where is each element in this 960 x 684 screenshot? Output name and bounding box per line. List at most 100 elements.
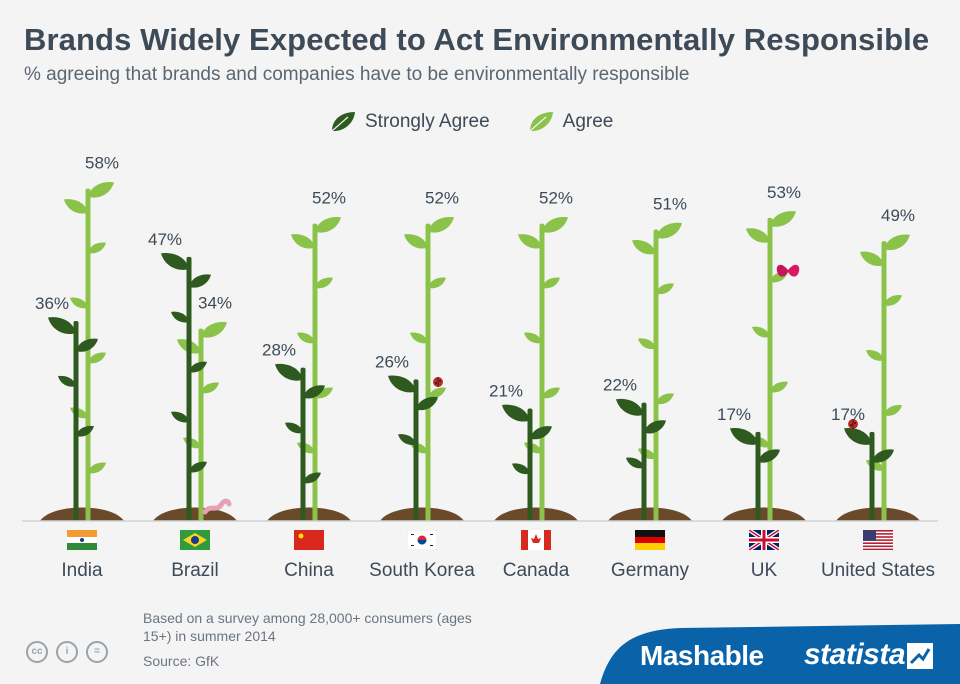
agree-leaf (88, 462, 106, 474)
strongly-agree-leaf-top (616, 398, 644, 416)
agree-leaf (70, 407, 88, 419)
plant-china: 52% 28% (262, 189, 351, 521)
agree-leaf (632, 239, 656, 255)
agree-value-label: 49% (881, 206, 915, 225)
strongly-agree-leaf (171, 411, 189, 423)
soil-mound (608, 507, 692, 521)
agree-leaf (866, 349, 884, 361)
strongly-agree-bar (755, 431, 761, 521)
agree-leaf (884, 404, 902, 416)
agree-bar (539, 223, 545, 521)
strongly-agree-leaf (189, 274, 211, 288)
country-united-states: United States (803, 530, 953, 582)
agree-bar (653, 229, 659, 521)
strongly-agree-leaf-top (730, 428, 758, 445)
soil-mound (722, 507, 806, 521)
agree-leaf (404, 234, 428, 249)
china-flag-icon (294, 530, 324, 550)
strongly-agree-value-label: 17% (831, 405, 865, 424)
soil-mound (494, 507, 578, 521)
country-axis: India Brazil China South Korea Canada Germany… (0, 530, 960, 600)
agree-leaf (752, 326, 770, 338)
country-label: India (61, 560, 103, 581)
strongly-agree-leaf (58, 375, 76, 387)
agree-leaf (638, 448, 656, 460)
strongly-agree-bar (869, 431, 875, 521)
plant-uk: 53% 17% (717, 183, 806, 522)
uk-flag-icon (749, 530, 779, 550)
strongly-agree-bar (300, 367, 306, 521)
strongly-agree-leaf (530, 426, 552, 440)
strongly-agree-bar (641, 402, 647, 521)
agree-value-label: 51% (653, 195, 687, 214)
agree-leaf (518, 234, 542, 249)
agree-leaf (638, 338, 656, 350)
strongly-agree-value-label: 28% (262, 341, 296, 360)
plant-germany: 51% 22% (603, 195, 692, 521)
agree-leaf-top (88, 181, 114, 198)
agree-leaf (315, 387, 333, 399)
canada-flag-icon (521, 530, 551, 550)
strongly-agree-leaf-top (844, 428, 872, 445)
soil-mound (380, 507, 464, 521)
agree-leaf (428, 277, 446, 289)
strongly-agree-value-label: 26% (375, 352, 409, 371)
agree-leaf (64, 199, 88, 214)
agree-leaf (524, 332, 542, 344)
strongly-agree-leaf-top (161, 253, 189, 270)
agree-leaf-top (201, 321, 227, 338)
agree-leaf (291, 234, 315, 249)
ladybug-icon (848, 419, 858, 429)
mashable-logo[interactable]: Mashable (640, 640, 764, 671)
agree-leaf (524, 442, 542, 454)
agree-value-label: 34% (198, 294, 232, 313)
agree-leaf-top (428, 216, 454, 233)
cc-icon: cc (26, 641, 48, 663)
south-korea-flag-icon (407, 530, 437, 550)
agree-bar (312, 223, 318, 521)
agree-value-label: 53% (767, 183, 801, 202)
statista-logo[interactable]: statista (804, 638, 906, 671)
agree-bar (881, 241, 887, 521)
ladybug-icon (433, 377, 443, 387)
agree-value-label: 52% (539, 189, 573, 208)
strongly-agree-leaf (644, 420, 666, 434)
strongly-agree-leaf (416, 396, 438, 411)
plants-layer: 58% 36% 34% 47% 52% 28% 52% 26% 52% 21% 51% 22% 53% 1… (35, 154, 920, 522)
license-icons: cc i = (26, 641, 116, 663)
strongly-agree-leaf (171, 311, 189, 323)
strongly-agree-leaf-top (502, 404, 530, 422)
agree-leaf (860, 251, 884, 267)
country-label: China (284, 560, 334, 581)
legend-item-agree: Agree (528, 111, 613, 133)
strongly-agree-bar (413, 379, 419, 521)
agree-value-label: 58% (85, 154, 119, 173)
strongly-agree-leaf-top (275, 363, 303, 381)
worm-icon (202, 498, 232, 515)
butterfly-icon (776, 264, 800, 277)
strongly-agree-value-label: 17% (717, 405, 751, 424)
agree-leaf (428, 387, 446, 399)
agree-leaf (410, 332, 428, 344)
agree-leaf-top (884, 234, 910, 251)
agree-leaf (542, 387, 560, 399)
strongly-agree-leaf (189, 461, 207, 473)
strongly-agree-leaf (285, 422, 303, 434)
soil-mound (836, 507, 920, 521)
country-uk: UK (689, 530, 839, 582)
attribution-icon: i (56, 641, 78, 663)
strongly-agree-leaf (398, 434, 416, 445)
strongly-agree-leaf (303, 472, 321, 484)
agree-value-label: 52% (312, 189, 346, 208)
statista-mark-icon (907, 643, 933, 669)
agree-leaf (88, 352, 106, 364)
legend: Strongly Agree Agree (330, 108, 651, 136)
agree-leaf (884, 294, 902, 306)
agree-leaf (542, 277, 560, 289)
agree-leaf (656, 393, 674, 405)
agree-leaf (746, 228, 770, 243)
agree-leaf (297, 442, 315, 454)
no-derivatives-icon: = (86, 641, 108, 663)
agree-leaf (297, 332, 315, 344)
chart-title: Brands Widely Expected to Act Environmen… (24, 22, 930, 57)
